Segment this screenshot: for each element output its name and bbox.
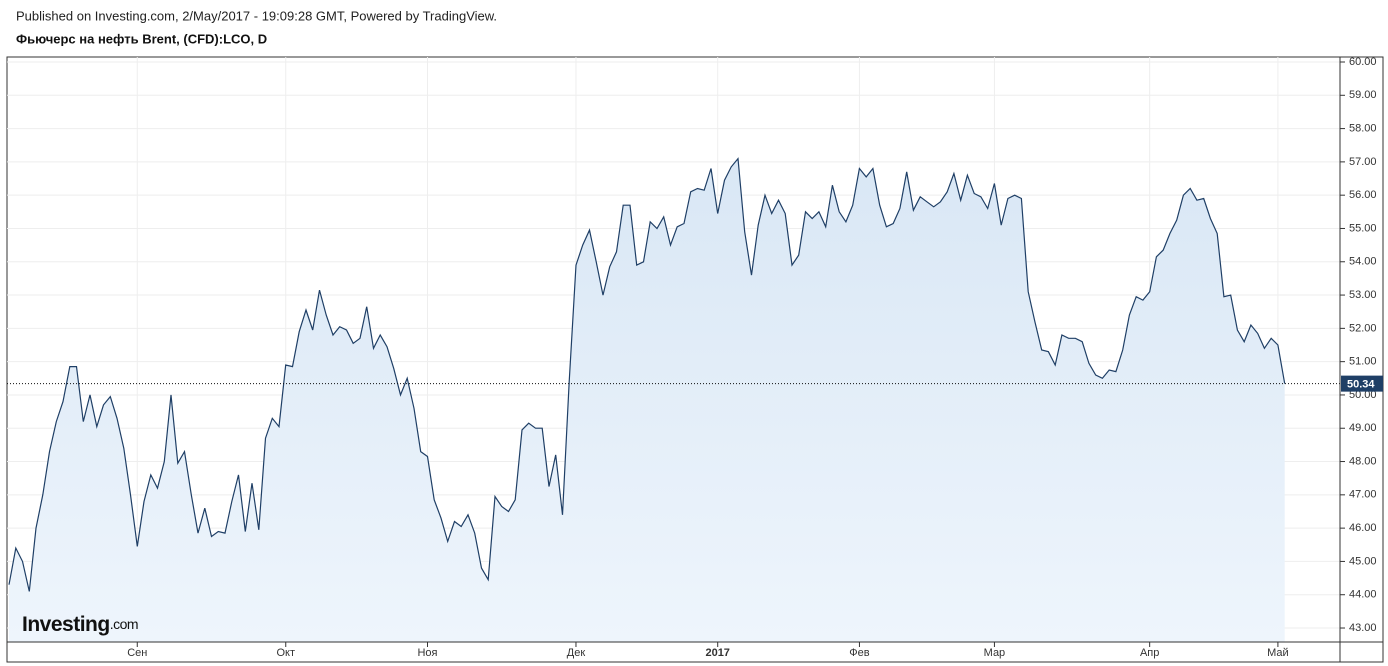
last-price-box	[1341, 375, 1383, 392]
x-tick-label: Фев	[849, 647, 869, 659]
y-tick-label: 45.00	[1349, 555, 1377, 567]
y-tick-label: 58.00	[1349, 122, 1377, 134]
x-tick-label: Окт	[276, 647, 295, 659]
x-tick-label: Сен	[127, 647, 147, 659]
y-tick-label: 48.00	[1349, 455, 1377, 467]
y-tick-label: 52.00	[1349, 322, 1377, 334]
frame	[6, 56, 1384, 663]
x-tick-label: Мар	[984, 647, 1006, 659]
y-tick-label: 46.00	[1349, 522, 1377, 534]
y-tick-label: 57.00	[1349, 156, 1377, 168]
chart-title: Фьючерс на нефть Brent, (CFD):LCO, D	[16, 31, 267, 46]
y-tick-label: 50.00	[1349, 389, 1377, 401]
x-tick-label: Ноя	[417, 647, 437, 659]
y-tick-label: 47.00	[1349, 489, 1377, 501]
area	[9, 158, 1285, 642]
logo-name: Investing	[22, 613, 110, 636]
y-tick-label: 56.00	[1349, 189, 1377, 201]
logo: Investing.com	[22, 613, 138, 636]
y-tick-label: 43.00	[1349, 622, 1377, 634]
price-line	[8, 157, 1286, 592]
x-tick-label: Дек	[567, 647, 586, 659]
y-tick-label: 59.00	[1349, 89, 1377, 101]
x-tick-label: Апр	[1140, 647, 1159, 659]
y-tick-label: 44.00	[1349, 589, 1377, 601]
header: Published on Investing.com, 2/May/2017 -…	[16, 8, 497, 23]
y-tick-label: 51.00	[1349, 356, 1377, 368]
y-tick-label: 53.00	[1349, 289, 1377, 301]
x-tick-label: Май	[1267, 647, 1289, 659]
y-tick-label: 55.00	[1349, 222, 1377, 234]
y-tick-label: 54.00	[1349, 256, 1377, 268]
x-tick-label: 2017	[705, 647, 729, 659]
y-tick-label: 60.00	[1349, 56, 1377, 68]
logo-suffix: .com	[110, 616, 138, 632]
last-price-label: 50.34	[1347, 379, 1375, 391]
y-tick-label: 49.00	[1349, 422, 1377, 434]
